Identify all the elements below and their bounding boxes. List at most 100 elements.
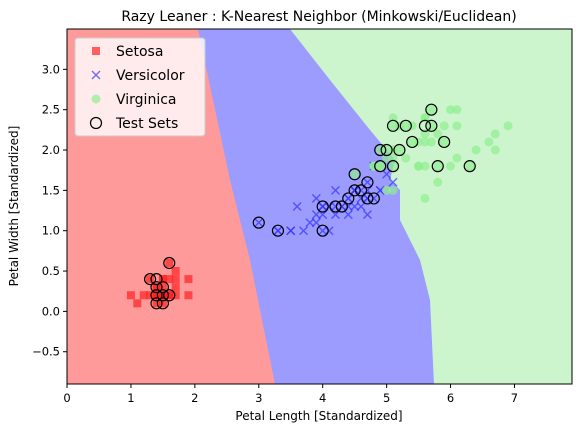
point — [388, 121, 398, 131]
x-tick-label: 2 — [191, 391, 198, 405]
point — [133, 299, 142, 308]
point — [292, 202, 302, 211]
point — [158, 291, 167, 300]
point — [356, 185, 366, 195]
point — [452, 105, 462, 115]
point — [361, 176, 374, 189]
point — [401, 153, 411, 163]
point — [382, 153, 392, 163]
x-tick-label: 0 — [63, 391, 70, 405]
point — [329, 200, 342, 213]
point — [463, 160, 476, 173]
point — [311, 193, 321, 203]
point — [152, 283, 161, 292]
x-axis-label: Petal Length [Standardized] — [235, 409, 402, 423]
y-tick-label: 2.5 — [42, 103, 60, 117]
point — [150, 273, 163, 286]
point — [286, 226, 296, 236]
point — [89, 116, 103, 130]
point — [350, 185, 360, 195]
point — [171, 275, 180, 284]
point — [152, 291, 161, 300]
point — [362, 177, 372, 187]
point — [91, 94, 101, 104]
point — [356, 202, 366, 211]
point — [324, 202, 334, 211]
point — [452, 153, 462, 163]
point — [350, 202, 360, 211]
point — [354, 184, 368, 197]
point — [446, 105, 456, 115]
legend-label: Virginica — [116, 92, 176, 108]
point — [452, 121, 462, 131]
series — [126, 258, 193, 308]
legend-box — [74, 37, 206, 137]
point — [439, 137, 449, 147]
point — [156, 281, 169, 294]
x-tick-label: 5 — [383, 391, 390, 405]
point — [439, 121, 449, 131]
point — [299, 226, 309, 236]
legend-label: Setosa — [116, 44, 163, 60]
point — [367, 192, 380, 205]
x-tick-label: 4 — [319, 391, 326, 405]
point — [375, 161, 385, 171]
point — [311, 218, 321, 228]
point — [433, 177, 443, 187]
point — [388, 145, 398, 155]
point — [433, 129, 443, 139]
point — [425, 119, 438, 132]
y-axis-label: Petal Width [Standardized] — [7, 126, 21, 287]
point — [407, 121, 417, 131]
point — [158, 283, 167, 292]
point — [490, 129, 500, 139]
point — [418, 119, 432, 132]
point — [348, 184, 361, 197]
point — [362, 193, 372, 203]
point — [465, 161, 475, 171]
point — [139, 291, 148, 300]
point — [382, 145, 392, 155]
series — [144, 103, 476, 310]
point — [171, 267, 180, 276]
y-tick-label: 0.5 — [42, 264, 60, 278]
point — [361, 192, 374, 205]
point — [388, 113, 398, 123]
series — [350, 105, 513, 203]
point — [318, 226, 328, 236]
plot-frame — [66, 28, 573, 385]
point — [374, 143, 387, 157]
point — [420, 137, 430, 147]
point — [150, 289, 163, 302]
y-tick-label: 0.0 — [42, 304, 60, 318]
point — [330, 185, 340, 195]
point — [184, 291, 193, 300]
point — [342, 192, 355, 205]
legend-label: Test Sets — [115, 116, 178, 132]
point — [399, 119, 412, 132]
point — [369, 193, 379, 203]
point — [386, 119, 400, 132]
point — [271, 224, 285, 237]
point — [503, 121, 513, 131]
point — [316, 224, 329, 237]
point — [184, 275, 193, 284]
point — [380, 143, 393, 157]
point — [388, 161, 398, 171]
point — [273, 226, 283, 236]
point — [171, 291, 180, 300]
point — [126, 291, 135, 300]
point — [158, 299, 167, 308]
point — [382, 169, 392, 179]
point — [414, 161, 424, 171]
point — [150, 297, 163, 310]
point — [382, 185, 392, 195]
legend-label: Versicolor — [116, 68, 185, 84]
point — [146, 275, 155, 284]
y-tick-label: 2.0 — [42, 143, 60, 157]
point — [254, 218, 264, 228]
point — [350, 169, 360, 179]
point — [426, 137, 436, 147]
y-tick-label: 3.0 — [42, 62, 60, 76]
point — [490, 145, 500, 155]
